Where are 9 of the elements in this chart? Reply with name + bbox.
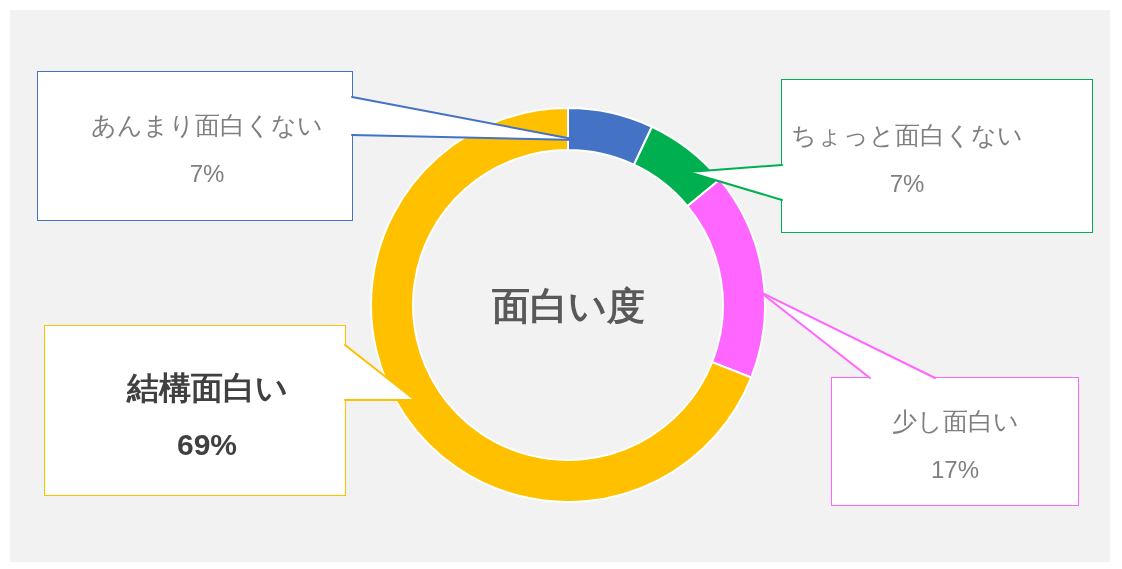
data-label: 7% — [889, 170, 925, 197]
legend-label: 結構面白い — [125, 369, 288, 406]
data-label: 69% — [176, 427, 238, 461]
data-label: 7% — [189, 160, 225, 187]
text: 面白い度 — [491, 285, 645, 327]
data-label: 17% — [930, 455, 980, 483]
slice-label: あんまり面白くない — [91, 111, 323, 139]
slice-label: ちょっと面白くない — [791, 121, 1023, 149]
slice-label: 少し面白い — [891, 406, 1019, 435]
